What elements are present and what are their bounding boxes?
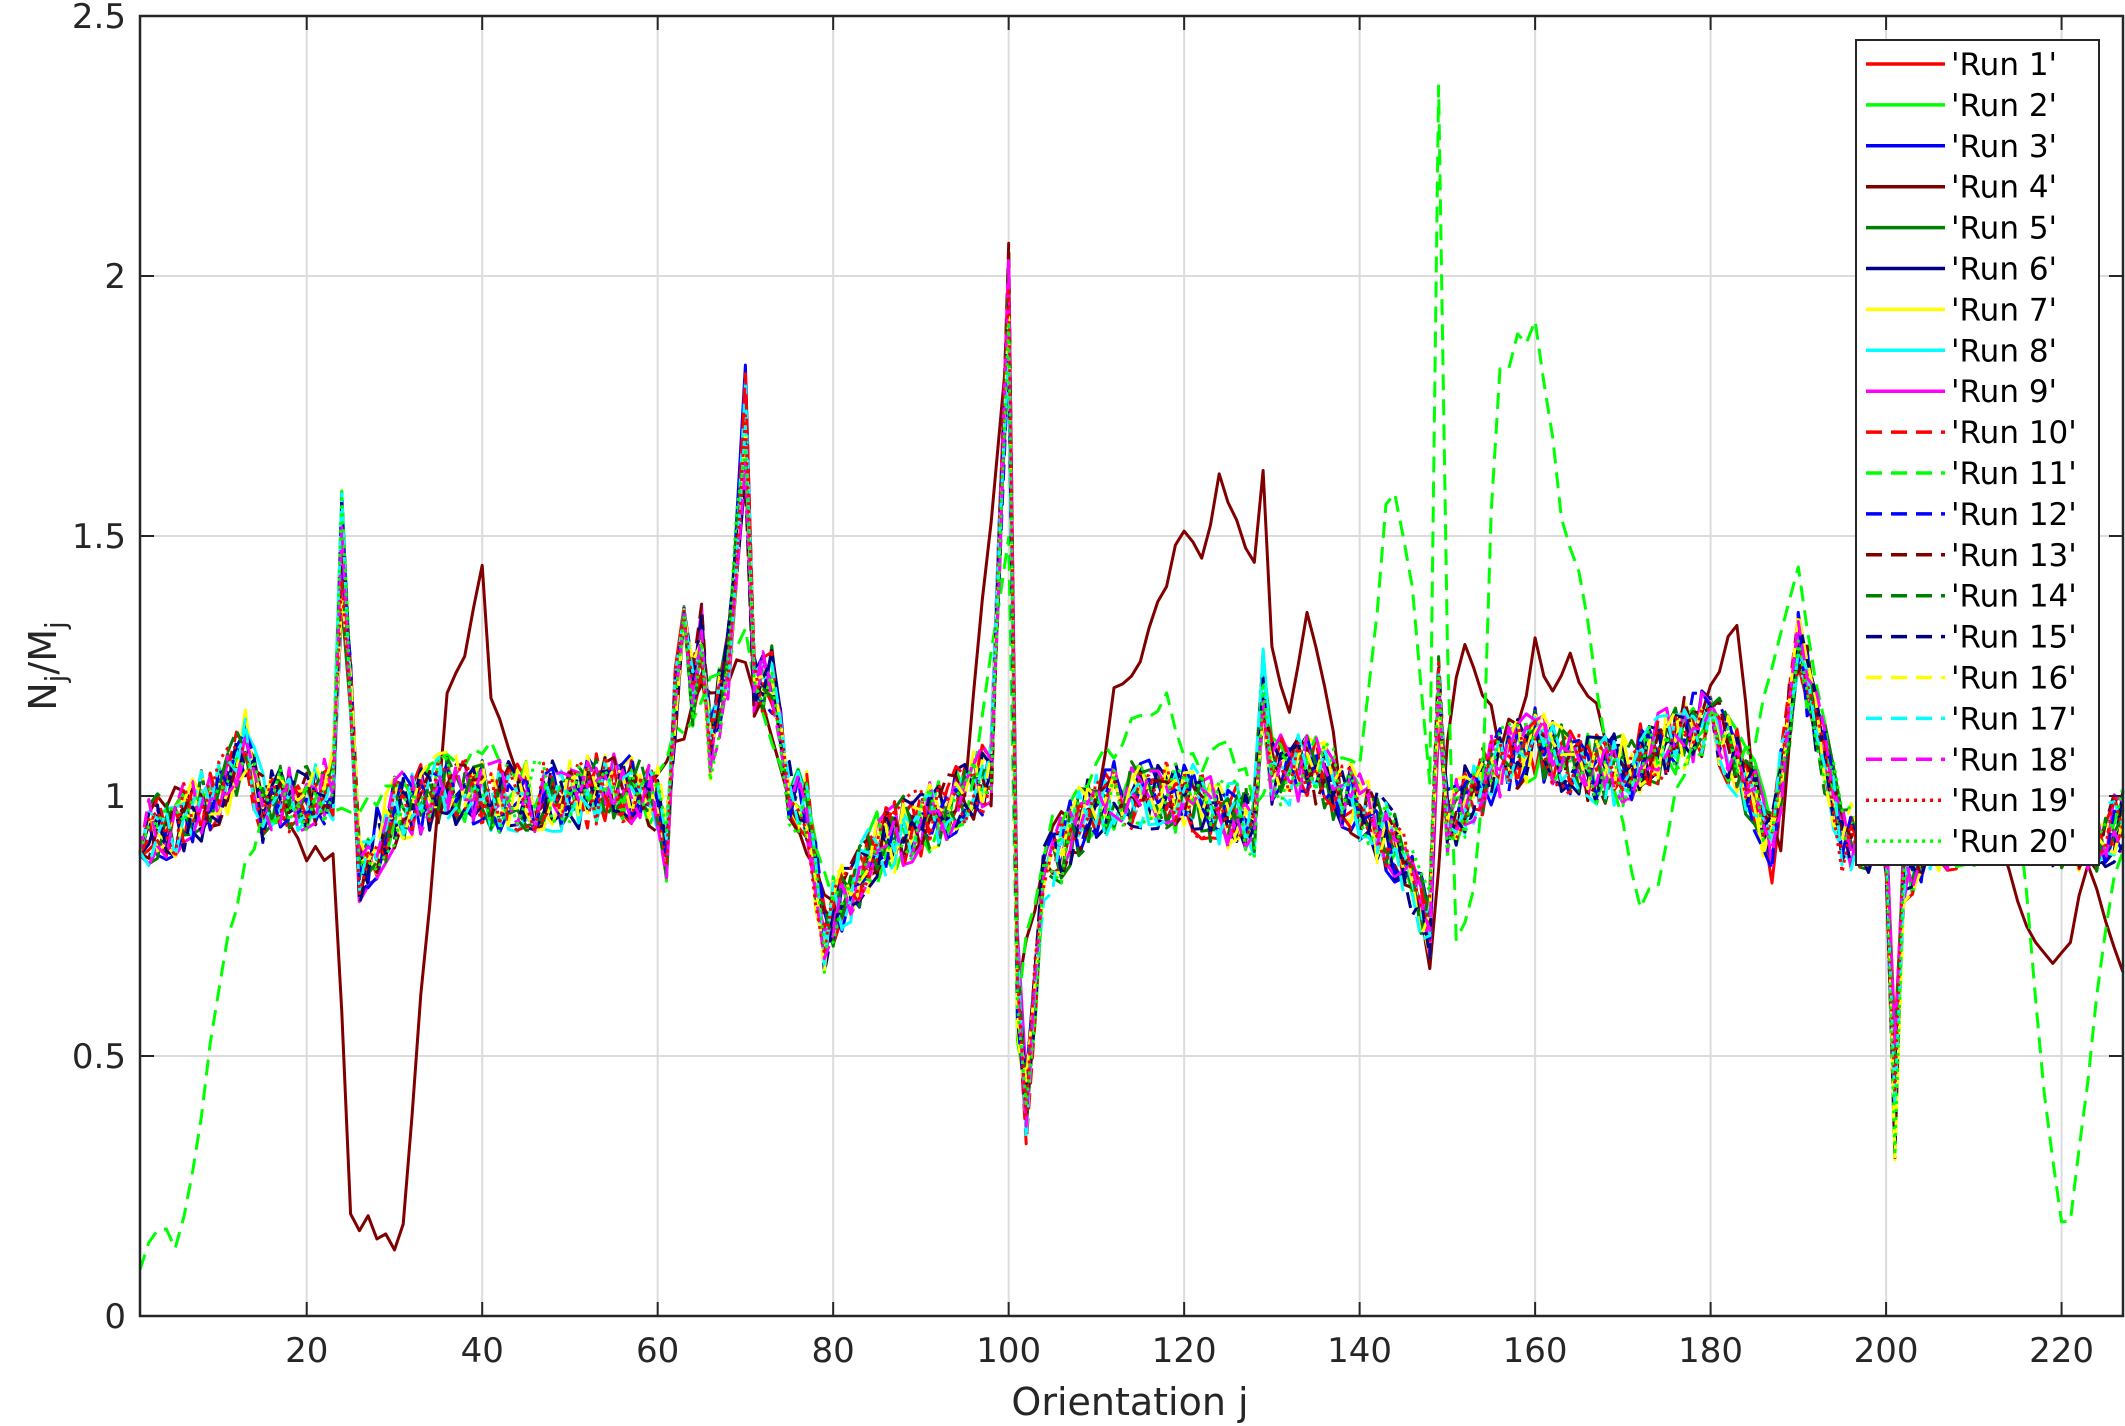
x-tick-label: 120 bbox=[1152, 1331, 1217, 1371]
legend-label-run-4: 'Run 4' bbox=[1951, 170, 2057, 206]
series-line-run-19 bbox=[138, 286, 2125, 1118]
legend-label-run-17: 'Run 17' bbox=[1951, 701, 2077, 737]
series-lines bbox=[138, 84, 2125, 1271]
y-tick-label: 2 bbox=[104, 257, 126, 297]
y-axis-ticks: 0 0.5 1 1.5 2 2.5 bbox=[72, 0, 2123, 1337]
y-tick-label: 2.5 bbox=[72, 0, 126, 37]
x-tick-label: 20 bbox=[285, 1331, 328, 1371]
x-axis-label: Orientation j bbox=[1011, 1380, 1248, 1424]
y-axis-label-sep: /M bbox=[21, 629, 65, 675]
series-line-run-18 bbox=[138, 259, 2125, 1128]
x-tick-label: 140 bbox=[1327, 1331, 1392, 1371]
legend-box bbox=[1855, 39, 2100, 866]
legend-label-run-12: 'Run 12' bbox=[1951, 497, 2077, 533]
legend-label-run-2: 'Run 2' bbox=[1951, 88, 2057, 124]
legend-label-run-11: 'Run 11' bbox=[1951, 456, 2077, 492]
x-tick-label: 160 bbox=[1503, 1331, 1568, 1371]
x-axis-ticks: 20 40 60 80 100 120 140 160 180 200 220 bbox=[285, 16, 2094, 1371]
y-axis-label-main: N bbox=[21, 682, 65, 710]
legend-label-run-5: 'Run 5' bbox=[1951, 211, 2057, 247]
x-tick-label: 100 bbox=[976, 1331, 1041, 1371]
series-line-run-13 bbox=[139, 241, 2125, 1159]
plot-frame bbox=[138, 14, 2125, 1318]
x-tick-label: 60 bbox=[636, 1331, 679, 1371]
y-axis-label-sub1: j bbox=[39, 675, 72, 684]
y-tick-label: 1 bbox=[104, 777, 126, 817]
legend-items: 'Run 1' 'Run 2' 'Run 3' 'Run 4' 'Run 5' 'Run … bbox=[1866, 47, 2077, 860]
y-tick-label: 1.5 bbox=[72, 517, 126, 557]
legend-label-run-3: 'Run 3' bbox=[1951, 129, 2057, 165]
series-line-run-11 bbox=[138, 84, 2125, 1271]
y-axis-label-sub2: j bbox=[39, 621, 72, 630]
x-tick-label: 220 bbox=[2029, 1331, 2094, 1371]
x-tick-label: 200 bbox=[1854, 1331, 1919, 1371]
legend-label-run-1: 'Run 1' bbox=[1951, 47, 2057, 83]
legend-label-run-19: 'Run 19' bbox=[1951, 783, 2077, 819]
y-tick-label: 0.5 bbox=[72, 1037, 126, 1077]
legend: 'Run 1' 'Run 2' 'Run 3' 'Run 4' 'Run 5' 'Run … bbox=[1855, 39, 2100, 866]
legend-label-run-9: 'Run 9' bbox=[1951, 374, 2057, 410]
legend-label-run-18: 'Run 18' bbox=[1951, 742, 2077, 778]
y-axis-label: Nj/Mj bbox=[21, 621, 72, 711]
series-line-run-14 bbox=[138, 268, 2125, 1098]
x-tick-label: 80 bbox=[812, 1331, 855, 1371]
legend-label-run-16: 'Run 16' bbox=[1951, 661, 2077, 697]
legend-label-run-6: 'Run 6' bbox=[1951, 252, 2057, 288]
legend-label-run-10: 'Run 10' bbox=[1951, 415, 2077, 451]
legend-label-run-8: 'Run 8' bbox=[1951, 333, 2057, 369]
legend-label-run-13: 'Run 13' bbox=[1951, 538, 2077, 574]
legend-label-run-14: 'Run 14' bbox=[1951, 579, 2077, 615]
legend-label-run-15: 'Run 15' bbox=[1951, 620, 2077, 656]
series-line-run-17 bbox=[138, 350, 2125, 1141]
x-tick-label: 40 bbox=[461, 1331, 504, 1371]
legend-label-run-7: 'Run 7' bbox=[1951, 292, 2057, 328]
plot-background bbox=[140, 16, 2125, 1316]
y-tick-label: 0 bbox=[104, 1297, 126, 1337]
x-tick-label: 180 bbox=[1678, 1331, 1743, 1371]
legend-label-run-20: 'Run 20' bbox=[1951, 824, 2077, 860]
series-line-run-20 bbox=[138, 320, 2125, 1157]
